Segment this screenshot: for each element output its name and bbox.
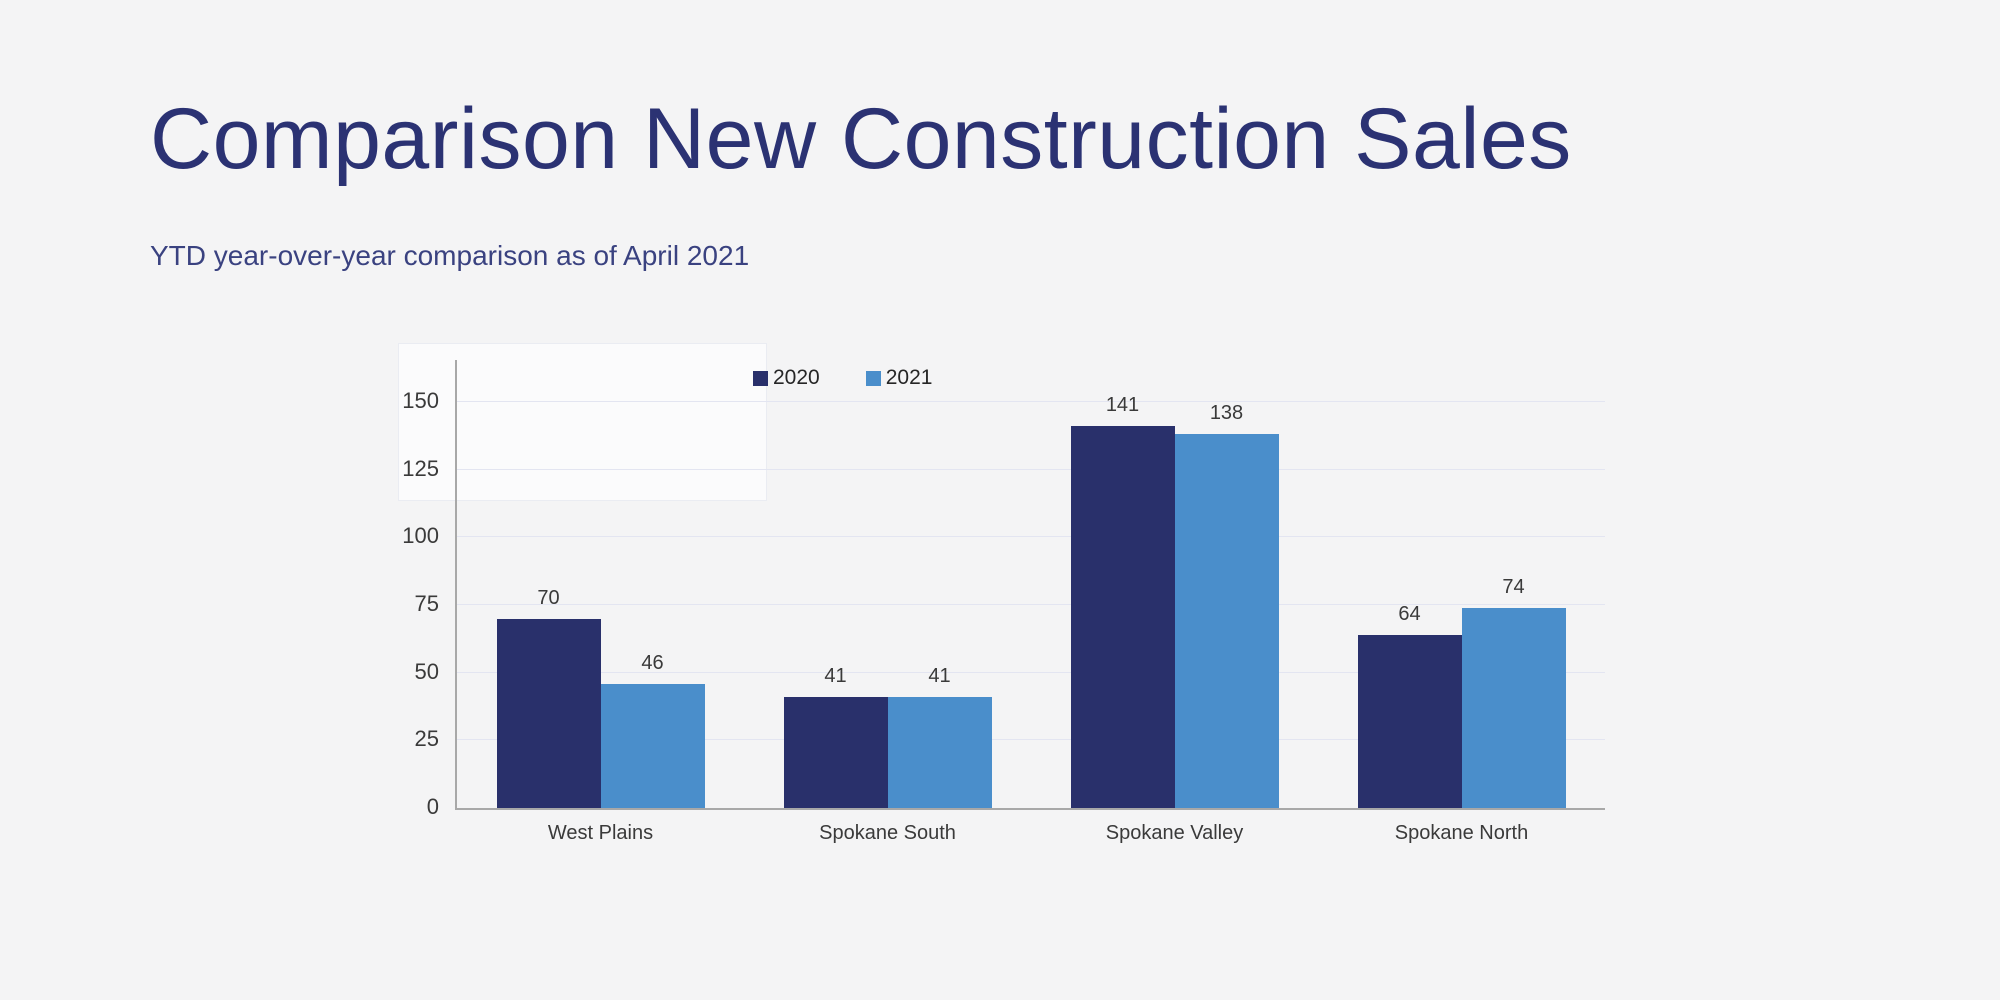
bar-value-label: 41	[928, 665, 951, 688]
bar-value-label: 70	[537, 586, 560, 609]
bar-2020-spokane-north	[1357, 634, 1462, 808]
gridline-y-125	[457, 468, 1605, 470]
gridline-y-75	[457, 604, 1605, 605]
x-axis-label: Spokane Valley	[1105, 822, 1244, 844]
bar-2021-spokane-south	[887, 697, 992, 808]
chart-backdrop-artifact	[398, 343, 767, 501]
y-axis-tick-150: 150	[402, 388, 439, 413]
page-title: Comparison New Construction Sales	[150, 91, 1572, 187]
bar-column-2020: 141	[1070, 394, 1175, 808]
legend-item-2021: 2021	[865, 366, 933, 390]
y-axis-tick-75: 75	[414, 591, 439, 616]
bar-value-label: 138	[1209, 402, 1244, 425]
page-subtitle: YTD year-over-year comparison as of Apri…	[150, 240, 750, 271]
bar-group: 41 41	[783, 665, 992, 808]
bar-value-label: 41	[824, 665, 847, 688]
category-slot-3: 64 74 Spokane North	[1318, 360, 1605, 844]
bar-column-2020: 70	[496, 586, 601, 808]
y-axis-tick-125: 125	[402, 455, 439, 481]
bar-column-2020: 41	[783, 665, 888, 808]
bar-column-2021: 138	[1174, 402, 1279, 808]
legend-item-2020: 2020	[753, 366, 820, 390]
gridline-y-50	[457, 671, 1605, 673]
x-axis-label: Spokane North	[1394, 822, 1529, 844]
y-axis-tick-100: 100	[402, 523, 439, 549]
bar-column-2021: 41	[887, 665, 992, 808]
gridline-y-25	[457, 739, 1605, 741]
x-axis-label: West Plains	[547, 822, 654, 844]
bar-value-label: 64	[1398, 602, 1421, 625]
legend-swatch-icon	[865, 370, 881, 386]
legend-label: 2021	[885, 366, 933, 389]
bar-column-2020: 64	[1357, 602, 1462, 808]
bar-2021-west-plains	[600, 683, 705, 808]
bar-2021-spokane-north	[1461, 607, 1566, 808]
bar-group: 64 74	[1357, 575, 1566, 808]
category-slot-1: 41 41 Spokane South	[744, 360, 1031, 844]
bar-column-2021: 74	[1461, 575, 1566, 808]
chart-legend: 2020 2021	[753, 366, 932, 390]
bar-2020-spokane-south	[783, 697, 888, 808]
bar-group: 141 138	[1070, 394, 1279, 808]
category-slot-0: 70 46 West Plains	[457, 360, 744, 844]
y-axis-tick-0: 0	[426, 794, 439, 819]
bar-2020-spokane-valley	[1070, 426, 1175, 808]
bar-2021-spokane-valley	[1174, 434, 1279, 808]
legend-swatch-icon	[753, 370, 768, 386]
legend-label: 2020	[773, 366, 820, 389]
x-axis-label: Spokane South	[819, 822, 956, 844]
bar-column-2021: 46	[600, 651, 705, 808]
bar-2020-west-plains	[496, 618, 601, 808]
y-axis-tick-25: 25	[414, 726, 439, 752]
bar-group: 70 46	[496, 586, 705, 808]
plot-area: 0 25 50 75 100 125 150 70 46 West Plains 41 41 Spoka…	[402, 360, 1605, 844]
bar-value-label: 46	[641, 651, 664, 674]
gridline-y-100	[457, 536, 1605, 538]
bar-value-label: 74	[1502, 575, 1525, 598]
y-axis-tick-50: 50	[414, 658, 439, 684]
bar-value-label: 141	[1105, 394, 1140, 417]
category-slot-2: 141 138 Spokane Valley	[1031, 360, 1318, 844]
gridline-y-150	[457, 401, 1605, 402]
